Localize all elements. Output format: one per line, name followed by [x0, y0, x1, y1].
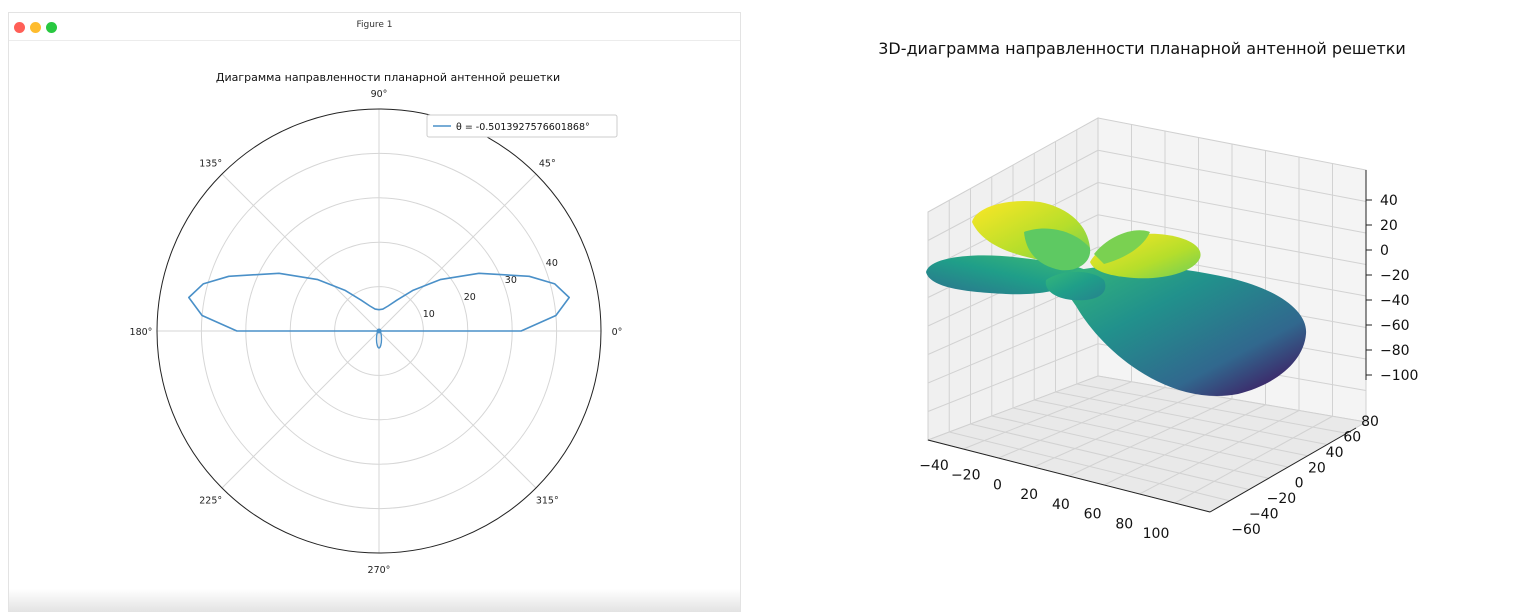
- surface-chart-title: 3D-диаграмма направленности планарной ан…: [878, 39, 1406, 58]
- angular-grid-line: [221, 330, 380, 489]
- z-tick-label: −20: [1380, 268, 1410, 284]
- window-titlebar: Figure 1: [9, 13, 740, 41]
- angular-grid-line: [221, 173, 380, 332]
- figure-window: Figure 1 Диаграмма направленности планар…: [8, 12, 741, 612]
- polar-chart: Диаграмма направленности планарной антен…: [130, 71, 623, 576]
- zoom-window-button[interactable]: [46, 22, 57, 33]
- radial-tick-label: 40: [546, 258, 558, 269]
- radial-tick-label: 30: [505, 275, 517, 286]
- gridline: [927, 311, 1099, 384]
- z-tick-label: −40: [1380, 293, 1410, 309]
- y-axis-line: [1209, 427, 1357, 513]
- angle-tick-label: 0°: [612, 327, 623, 338]
- angular-grid-line: [378, 330, 537, 489]
- y-tick-label: 80: [1361, 414, 1379, 430]
- angle-tick-label: 135°: [199, 159, 222, 170]
- z-tick-label: 20: [1380, 218, 1398, 234]
- angle-tick-label: 315°: [536, 495, 559, 506]
- x-tick-label: 100: [1143, 526, 1170, 542]
- close-window-button[interactable]: [14, 22, 25, 33]
- gridline: [1055, 391, 1328, 445]
- y-tick-label: 20: [1308, 460, 1326, 476]
- y-tick-label: 60: [1343, 429, 1361, 445]
- radial-tick-label: 10: [423, 309, 435, 320]
- gridline: [927, 343, 1099, 412]
- polar-outer-ring: [156, 108, 602, 554]
- x-tick-label: −20: [951, 468, 981, 484]
- window-title: Figure 1: [356, 20, 393, 30]
- polar-chart-title: Диаграмма направленности планарной антен…: [216, 71, 560, 84]
- x-tick-label: −40: [919, 458, 949, 474]
- y-tick-label: −60: [1231, 522, 1261, 538]
- y-tick-label: 0: [1295, 476, 1304, 492]
- x-tick-label: 80: [1115, 516, 1133, 532]
- lobe-lower-center: [1045, 271, 1106, 301]
- z-tick-label: −60: [1380, 318, 1410, 334]
- y-tick-label: −20: [1267, 491, 1297, 507]
- x-tick-label: 20: [1020, 487, 1038, 503]
- minimize-window-button[interactable]: [30, 22, 41, 33]
- x-tick-label: 60: [1084, 507, 1102, 523]
- polar-legend: θ = -0.5013927576601868°: [426, 114, 618, 138]
- y-tick-label: −40: [1249, 507, 1279, 523]
- x-axis-line: [927, 439, 1211, 513]
- surface-chart: 3D-диаграмма направленности планарной ан…: [878, 39, 1418, 542]
- angular-grid-line: [378, 173, 537, 332]
- polar-series-center: [376, 328, 382, 334]
- x-axis-ticks: −40−20 0 20 40 60 80 100: [919, 458, 1169, 542]
- lobe-front-green: [1094, 230, 1150, 264]
- gridline: [1012, 407, 1289, 468]
- y-tick-label: 40: [1326, 445, 1344, 461]
- z-axis-ticks: 40 20 0 −20 −40 −60 −80 −100: [1366, 193, 1418, 384]
- polar-series: [188, 272, 570, 349]
- legend-box: [426, 114, 618, 138]
- z-tick-label: 0: [1380, 243, 1389, 259]
- polar-radial-labels: 10 20 30 40: [423, 258, 558, 320]
- angle-tick-label: 45°: [539, 159, 556, 170]
- gridline: [1174, 415, 1333, 504]
- legend-series-label: θ = -0.5013927576601868°: [456, 122, 590, 133]
- gridline: [1104, 404, 1266, 486]
- polar-angle-labels: 0° 45° 90° 135° 180° 225° 270° 315°: [130, 89, 623, 576]
- gridline: [1139, 410, 1300, 495]
- z-tick-label: 40: [1380, 193, 1398, 209]
- z-tick-label: −100: [1380, 368, 1418, 384]
- z-tick-label: −80: [1380, 343, 1410, 359]
- x-tick-label: 0: [993, 477, 1002, 493]
- radial-tick-label: 20: [464, 292, 476, 303]
- window-bottom-edge: [9, 589, 740, 611]
- polar-series-line: [188, 272, 570, 332]
- angle-tick-label: 90°: [371, 89, 388, 100]
- lobe-main: [1060, 265, 1307, 396]
- angle-tick-label: 225°: [199, 495, 222, 506]
- angle-tick-label: 270°: [368, 565, 391, 576]
- x-tick-label: 40: [1052, 497, 1070, 513]
- gridline: [1034, 399, 1308, 457]
- surface-pattern: [926, 200, 1307, 396]
- angle-tick-label: 180°: [130, 327, 153, 338]
- lobe-back-green: [1024, 228, 1091, 271]
- gridline: [1076, 383, 1347, 434]
